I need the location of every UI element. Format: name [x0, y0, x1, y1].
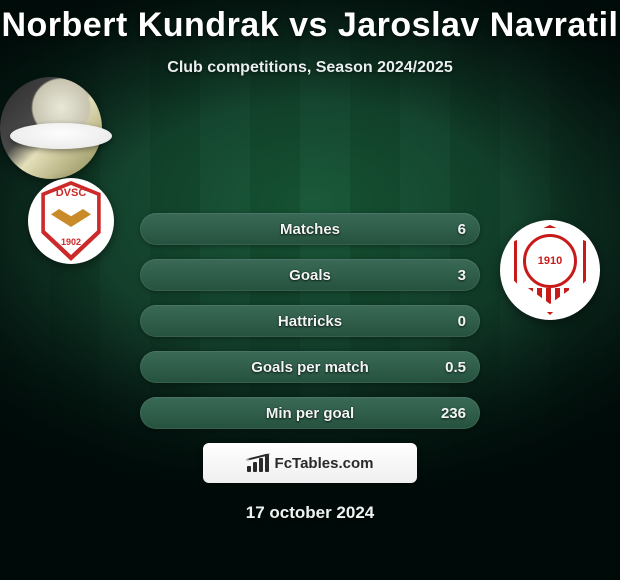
stat-label: Matches: [280, 221, 340, 238]
stat-row-goals-per-match: Goals per match 0.5: [140, 351, 480, 383]
club1-code: DVSC: [38, 187, 104, 199]
stat-row-min-per-goal: Min per goal 236: [140, 397, 480, 429]
brand-chart-icon: [247, 454, 269, 472]
club2-ring: 1910: [523, 234, 577, 288]
player1-club-badge: DVSC 1902: [28, 178, 114, 264]
stat-label: Hattricks: [278, 313, 342, 330]
club2-year: 1910: [538, 255, 562, 267]
stat-label: Goals per match: [251, 359, 369, 376]
stat-label: Min per goal: [266, 405, 354, 422]
brand-text: FcTables.com: [275, 455, 374, 472]
content-wrapper: Norbert Kundrak vs Jaroslav Navratil Clu…: [0, 0, 620, 580]
player1-photo: [10, 123, 112, 149]
stat-right-value: 0.5: [445, 359, 466, 376]
club1-year: 1902: [38, 237, 104, 247]
stat-right-value: 3: [458, 267, 466, 284]
club1-bird-icon: [51, 209, 91, 227]
stat-row-goals: Goals 3: [140, 259, 480, 291]
club2-stripes: [528, 288, 572, 304]
player2-club-badge: 1910: [500, 220, 600, 320]
stat-right-value: 0: [458, 313, 466, 330]
comparison-subtitle: Club competitions, Season 2024/2025: [0, 59, 620, 77]
stat-right-value: 236: [441, 405, 466, 422]
stat-row-matches: Matches 6: [140, 213, 480, 245]
stat-row-hattricks: Hattricks 0: [140, 305, 480, 337]
stat-right-value: 6: [458, 221, 466, 238]
snapshot-date: 17 october 2024: [0, 503, 620, 523]
comparison-title: Norbert Kundrak vs Jaroslav Navratil: [0, 6, 620, 45]
brand-box: FcTables.com: [203, 443, 417, 483]
stat-label: Goals: [289, 267, 331, 284]
